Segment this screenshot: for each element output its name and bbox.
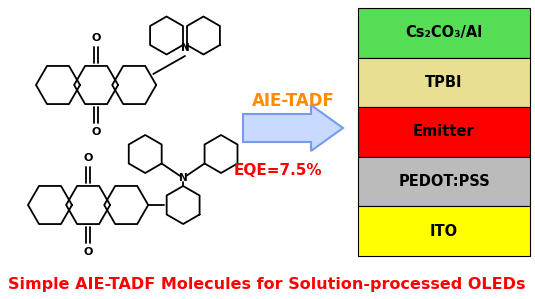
Bar bbox=[358, 8, 530, 58]
Text: PEDOT:PSS: PEDOT:PSS bbox=[398, 174, 490, 189]
Text: Emitter: Emitter bbox=[413, 124, 475, 140]
Polygon shape bbox=[243, 105, 343, 151]
Bar bbox=[358, 107, 530, 157]
Text: TPBI: TPBI bbox=[425, 75, 463, 90]
Text: EQE=7.5%: EQE=7.5% bbox=[234, 163, 322, 178]
Bar bbox=[358, 58, 530, 107]
Text: Cs₂CO₃/Al: Cs₂CO₃/Al bbox=[406, 25, 483, 40]
Text: O: O bbox=[83, 153, 93, 163]
Text: Simple AIE-TADF Molecules for Solution-processed OLEDs: Simple AIE-TADF Molecules for Solution-p… bbox=[8, 277, 526, 292]
Text: O: O bbox=[83, 247, 93, 257]
Text: O: O bbox=[91, 127, 101, 137]
Text: N: N bbox=[181, 43, 189, 53]
Text: N: N bbox=[179, 173, 187, 183]
Text: AIE-TADF: AIE-TADF bbox=[251, 92, 334, 110]
Bar bbox=[358, 206, 530, 256]
Bar bbox=[358, 157, 530, 206]
Text: O: O bbox=[91, 33, 101, 43]
Text: ITO: ITO bbox=[430, 224, 458, 239]
